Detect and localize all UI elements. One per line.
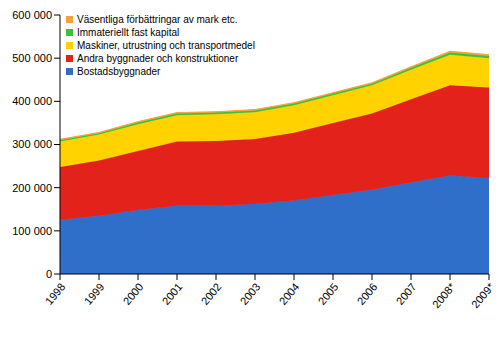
svg-text:200 000: 200 000 xyxy=(12,182,52,194)
svg-text:2005: 2005 xyxy=(316,281,341,307)
html-text:Immateriellt fast kapital: Immateriellt fast kapital xyxy=(77,27,180,38)
svg-text:2000: 2000 xyxy=(121,281,146,307)
svg-text:1999: 1999 xyxy=(82,281,107,307)
svg-text:2002: 2002 xyxy=(199,281,224,307)
html-text:Väsentliga förbättringar av ma: Väsentliga förbättringar av mark etc. xyxy=(77,14,238,25)
svg-text:600 000: 600 000 xyxy=(12,9,52,21)
svg-text:500 000: 500 000 xyxy=(12,52,52,64)
svg-text:0: 0 xyxy=(46,268,52,280)
svg-text:400 000: 400 000 xyxy=(12,95,52,107)
svg-text:300 000: 300 000 xyxy=(12,138,52,150)
svg-text:2006: 2006 xyxy=(355,281,380,307)
svg-text:2008*: 2008* xyxy=(430,280,458,310)
svg-text:2009*: 2009* xyxy=(469,280,491,310)
svg-text:2003: 2003 xyxy=(238,281,263,307)
svg-text:2007: 2007 xyxy=(394,281,419,307)
svg-text:1998: 1998 xyxy=(43,281,68,307)
html-text:Bostadsbyggnader: Bostadsbyggnader xyxy=(77,66,161,77)
svg-text:2001: 2001 xyxy=(160,281,185,307)
svg-text:2004: 2004 xyxy=(277,281,302,307)
svg-text:100 000: 100 000 xyxy=(12,225,52,237)
html-text:Andra byggnader och konstrukti: Andra byggnader och konstruktioner xyxy=(77,53,239,64)
html-text:Maskiner, utrustning och trans: Maskiner, utrustning och transportmedel xyxy=(77,40,255,51)
